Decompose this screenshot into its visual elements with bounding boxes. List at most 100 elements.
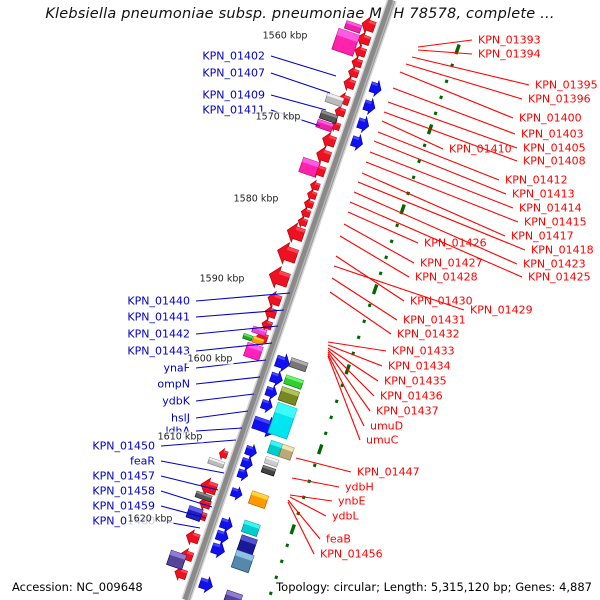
leader-line xyxy=(411,56,530,86)
gene-label[interactable]: KPN_01456 xyxy=(320,547,383,561)
leader-line xyxy=(195,342,273,352)
gene-label[interactable]: umuD xyxy=(370,419,404,433)
gene-label[interactable]: ydbH xyxy=(345,480,374,494)
gene-label[interactable]: ldhA xyxy=(165,426,190,437)
gene-label[interactable]: KPN_01394 xyxy=(478,47,541,61)
gene-arrow xyxy=(269,370,283,387)
gene-label[interactable]: hslJ xyxy=(170,411,190,425)
gene-label[interactable]: KPN_01431 xyxy=(403,313,466,327)
gene-block xyxy=(266,439,284,457)
gene-arrow xyxy=(185,529,201,546)
gene-label[interactable]: KPN_01430 xyxy=(410,294,473,308)
gene-label[interactable]: KPN_01432 xyxy=(397,327,460,341)
gene-label[interactable]: KPN_01414 xyxy=(519,201,582,215)
gene-label[interactable]: KPN_01436 xyxy=(380,389,443,403)
gene-label[interactable]: ynbE xyxy=(338,494,366,508)
gene-label[interactable]: KPN_01407 xyxy=(202,66,265,80)
gene-label[interactable]: KPN_01440 xyxy=(127,294,190,308)
gene-label[interactable]: ydbK xyxy=(162,394,190,408)
gene-label[interactable]: KPN_01425 xyxy=(528,270,591,284)
gene-label[interactable]: KPN_01403 xyxy=(521,127,584,141)
gene-label[interactable]: KPN_01393 xyxy=(478,33,541,47)
gene-label[interactable]: KPN_01434 xyxy=(388,359,451,373)
gene-arrow xyxy=(198,576,213,594)
gene-arrow xyxy=(244,443,257,460)
gene-label[interactable]: KPN_01459 xyxy=(92,499,155,513)
gene-block xyxy=(288,357,309,373)
gene-label[interactable]: KPN_01418 xyxy=(531,243,594,257)
leader-line xyxy=(333,265,465,311)
gene-label[interactable]: KPN_01423 xyxy=(523,257,586,271)
gene-label[interactable]: KPN_01428 xyxy=(415,270,478,284)
gene-arrow xyxy=(310,179,321,193)
gene-arrow xyxy=(356,115,370,134)
gene-label[interactable]: KPN_01417 xyxy=(511,229,574,243)
gene-label[interactable]: KPN_01415 xyxy=(524,215,587,229)
gene-label[interactable]: KPN_01433 xyxy=(392,344,455,358)
gene-label[interactable]: KPN_01410 xyxy=(449,142,512,156)
gene-arrow xyxy=(200,477,219,497)
gene-label[interactable]: KPN_01402 xyxy=(202,49,265,63)
gene-label[interactable]: KPN_01442 xyxy=(127,327,190,341)
gene-label[interactable]: KPN_01411 xyxy=(202,103,265,117)
gene-label[interactable]: KPN_01409 xyxy=(202,88,265,102)
leader-line xyxy=(160,439,237,447)
gene-label[interactable]: KPN_01447 xyxy=(357,465,420,479)
gene-block xyxy=(263,455,280,468)
gene-label[interactable]: ydbL xyxy=(332,509,359,523)
gene-label[interactable]: KPN_01441 xyxy=(127,310,190,324)
gene-label[interactable]: umuC xyxy=(366,433,399,447)
gene-label[interactable]: KPN_01435 xyxy=(384,374,447,388)
gene-arrow xyxy=(286,222,306,244)
gene-label[interactable]: KPN_01443 xyxy=(127,344,190,358)
leader-line-group xyxy=(160,55,337,529)
gene-label[interactable]: KPN_01412 xyxy=(505,173,568,187)
gene-label[interactable]: feaR xyxy=(129,454,155,468)
gene-arrow xyxy=(264,384,278,401)
gene-label[interactable]: feaB xyxy=(326,532,351,546)
gene-arrow xyxy=(218,516,233,533)
leader-line xyxy=(417,49,473,55)
gene-arrow xyxy=(210,541,225,559)
leader-line xyxy=(327,351,371,412)
leader-line xyxy=(392,87,516,135)
gene-label[interactable]: KPN_01395 xyxy=(535,78,598,92)
gene-arrow xyxy=(219,447,229,461)
leader-line xyxy=(327,355,361,441)
leader-line xyxy=(195,410,249,419)
gene-label[interactable]: KPN_01413 xyxy=(512,187,575,201)
gene-label[interactable]: ompN xyxy=(157,377,190,391)
gene-block xyxy=(324,92,345,108)
gene-label[interactable]: KPN_01437 xyxy=(376,404,439,418)
gene-arrow xyxy=(300,206,312,220)
gene-label[interactable]: KPN_01450 xyxy=(92,439,155,453)
leader-line xyxy=(327,347,379,382)
leader-line-group xyxy=(287,39,530,555)
leader-line xyxy=(195,393,255,402)
gene-label[interactable]: KPN_01426 xyxy=(424,236,487,250)
gene-label[interactable]: KPN_01457 xyxy=(92,469,155,483)
gene-label[interactable]: KPN_01400 xyxy=(519,111,582,125)
gene-block xyxy=(166,549,187,570)
gene-label[interactable]: KPN_01427 xyxy=(420,256,483,270)
leader-line xyxy=(160,460,225,474)
gene-label[interactable]: KPN_01460 xyxy=(92,514,155,528)
gene-label[interactable]: ynaF xyxy=(163,361,190,375)
gene-block xyxy=(278,443,295,461)
gene-label[interactable]: KPN_01429 xyxy=(470,303,533,317)
gene-label[interactable]: KPN_01458 xyxy=(92,484,155,498)
gene-label[interactable]: KPN_01405 xyxy=(523,141,586,155)
gene-block xyxy=(247,490,270,510)
leader-line xyxy=(327,341,387,352)
gene-label[interactable]: KPN_01408 xyxy=(523,154,586,168)
leader-line xyxy=(327,349,375,397)
leader-line xyxy=(357,181,526,251)
gene-arrow xyxy=(307,188,318,202)
ruler-tick-label: 1560 kbp xyxy=(261,30,309,42)
accession-text: Accession: NC_009648 xyxy=(12,580,143,594)
ruler-tick-label: 1620 kbp xyxy=(126,513,174,525)
leader-line xyxy=(347,211,419,244)
gene-label[interactable]: KPN_01396 xyxy=(528,92,591,106)
leader-line xyxy=(195,427,243,432)
